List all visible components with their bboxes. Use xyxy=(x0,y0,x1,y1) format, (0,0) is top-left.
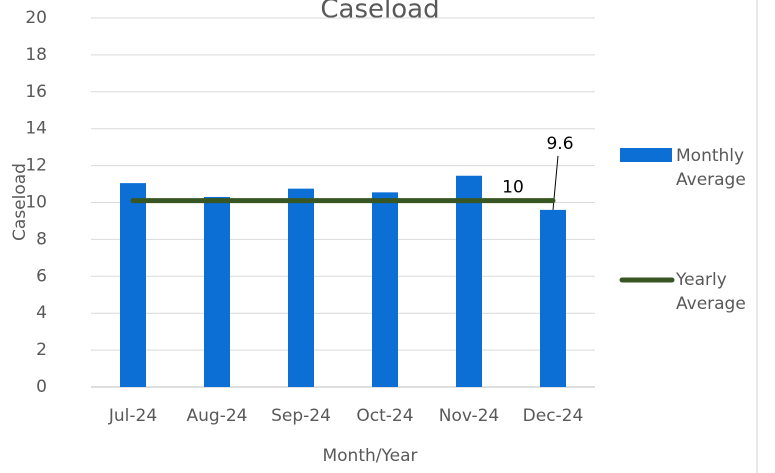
x-tick-label: Sep-24 xyxy=(271,406,331,426)
y-axis-title: Caseload xyxy=(10,163,30,241)
legend-swatch xyxy=(620,148,672,162)
y-tick-label: 8 xyxy=(36,229,47,249)
x-tick-label: Dec-24 xyxy=(523,406,584,426)
x-tick-label: Nov-24 xyxy=(439,406,500,426)
bar xyxy=(540,209,566,387)
y-tick-label: 12 xyxy=(25,156,47,176)
data-label: 10 xyxy=(502,178,524,198)
bar xyxy=(120,183,146,387)
bar xyxy=(288,188,314,387)
x-axis-title: Month/Year xyxy=(322,446,417,466)
x-tick-label: Oct-24 xyxy=(356,406,413,426)
legend-label: Monthly Average xyxy=(676,146,746,190)
x-tick-label: Aug-24 xyxy=(187,406,248,426)
y-tick-label: 2 xyxy=(36,340,47,360)
data-label: 9.6 xyxy=(546,134,573,154)
bar xyxy=(456,175,482,387)
y-tick-label: 16 xyxy=(25,82,47,102)
chart-title: Caseload xyxy=(320,0,439,25)
bar xyxy=(372,192,398,387)
y-tick-label: 4 xyxy=(36,303,47,323)
x-tick-label: Jul-24 xyxy=(108,406,157,426)
legend-label: Yearly Average xyxy=(676,270,746,314)
y-tick-label: 18 xyxy=(25,45,47,65)
y-tick-label: 14 xyxy=(25,119,47,139)
y-tick-label: 10 xyxy=(25,193,47,213)
bar xyxy=(204,196,230,387)
y-tick-label: 20 xyxy=(25,8,47,28)
y-tick-label: 0 xyxy=(36,377,47,397)
y-tick-label: 6 xyxy=(36,266,47,286)
